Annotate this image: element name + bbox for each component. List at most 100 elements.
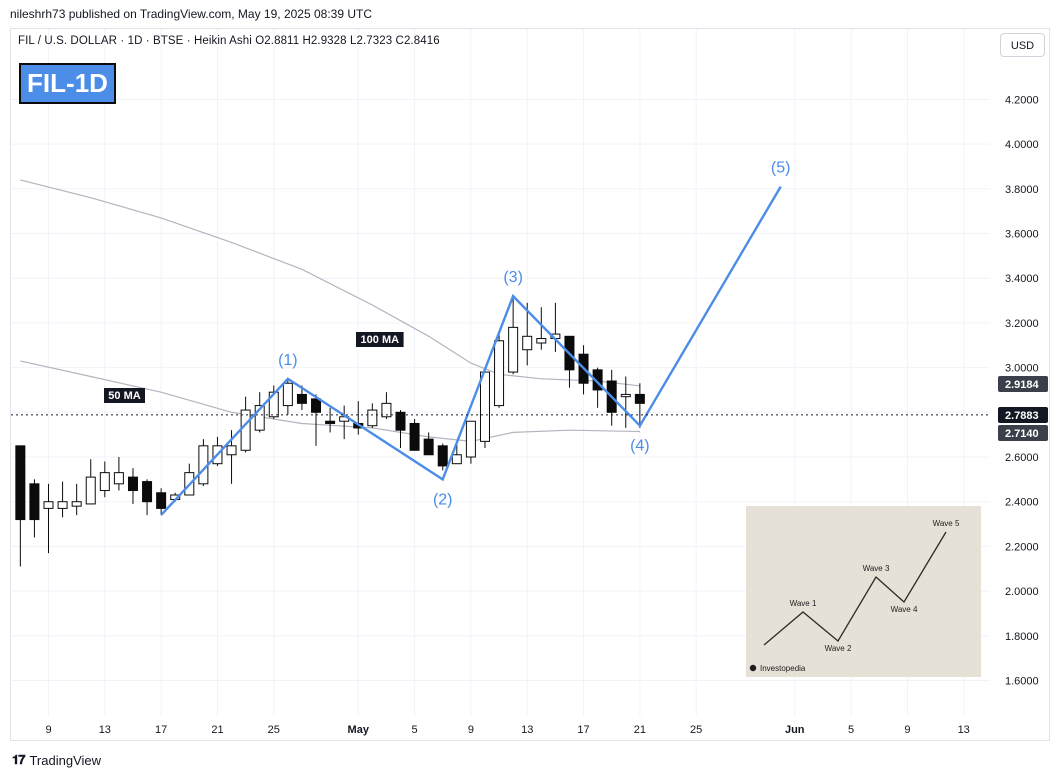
time-tick-label: 9	[468, 724, 474, 736]
candle-body	[437, 445, 448, 467]
inset-wave-label: Wave 4	[891, 605, 918, 614]
chart-title-badge: FIL-1D	[19, 63, 116, 104]
candle-body	[156, 492, 167, 509]
tradingview-logo-icon: 𝟏𝟕	[12, 752, 26, 767]
price-tick-label: 2.0000	[1005, 586, 1039, 598]
publisher-line: nileshrh73 published on TradingView.com,…	[10, 7, 372, 21]
candle-body	[127, 476, 138, 492]
time-tick-label: 17	[155, 724, 167, 736]
candle-body	[311, 398, 322, 413]
candle-body	[395, 411, 406, 431]
price-tag: 2.7140	[1005, 428, 1039, 440]
investopedia-logo-icon	[749, 664, 757, 672]
price-tick-label: 3.0000	[1005, 363, 1039, 375]
moving-average-line	[20, 179, 640, 387]
elliott-inset: Wave 1 Wave 2 Wave 3 Wave 4 Wave 5 Investoped…	[746, 506, 981, 677]
candle-body	[325, 420, 336, 424]
time-tick-label: 13	[958, 724, 970, 736]
inset-wave-label: Wave 1	[790, 599, 817, 608]
candle-body	[226, 445, 237, 456]
time-tick-label: 13	[99, 724, 111, 736]
price-tick-label: 1.6000	[1005, 676, 1039, 688]
candle-body	[99, 472, 110, 492]
time-tick-label: 21	[634, 724, 646, 736]
ma-label: 50 MA	[108, 390, 140, 402]
time-tick-label: May	[348, 724, 370, 736]
time-tick-label: 25	[690, 724, 702, 736]
price-tag-background	[998, 376, 1048, 392]
time-tick-label: 13	[521, 724, 533, 736]
price-tag: 2.9184	[1005, 379, 1040, 391]
candle-body	[423, 438, 434, 456]
ma-label-background	[104, 388, 145, 403]
chart-frame	[10, 28, 1050, 741]
candle-body	[465, 420, 476, 458]
price-tag: 2.7883	[1005, 410, 1039, 422]
inset-wave-line	[763, 531, 947, 646]
time-tick-label: 5	[848, 724, 854, 736]
price-tick-label: 1.8000	[1005, 631, 1039, 643]
price-tick-label: 3.2000	[1005, 318, 1039, 330]
candle-body	[592, 369, 603, 391]
price-tick-label: 4.0000	[1005, 139, 1039, 151]
candle-body	[409, 422, 420, 451]
inset-wave-label: Wave 5	[933, 519, 960, 528]
price-tick-label: 3.4000	[1005, 273, 1039, 285]
candle-body	[522, 335, 533, 351]
candle-body	[113, 472, 124, 485]
wave-label: (4)	[630, 438, 650, 455]
price-tag-background	[998, 425, 1048, 441]
price-tick-label: 2.4000	[1005, 497, 1039, 509]
price-tick-label: 3.6000	[1005, 229, 1039, 241]
tradingview-footer[interactable]: 𝟏𝟕 TradingView	[12, 752, 101, 768]
currency-button[interactable]: USD	[1000, 33, 1045, 57]
grid-lines	[11, 29, 990, 716]
wave-label: (1)	[278, 352, 298, 369]
candle-body	[15, 445, 26, 521]
ma-label-background	[356, 332, 404, 347]
candle-body	[296, 393, 307, 404]
time-tick-label: 5	[412, 724, 418, 736]
inset-background	[746, 506, 981, 677]
candle-body	[71, 501, 82, 507]
symbol-legend: FIL / U.S. DOLLAR · 1D · BTSE · Heikin A…	[18, 35, 440, 47]
ma-label: 100 MA	[361, 334, 400, 346]
time-axis: 9 13 17 21 25 May 5 9 13 17 21 25 Jun 5 9 13	[45, 724, 969, 736]
price-tick-label: 2.6000	[1005, 452, 1039, 464]
price-tick-label: 3.8000	[1005, 184, 1039, 196]
candle-body	[268, 391, 279, 418]
time-tick-label: 17	[577, 724, 589, 736]
price-tick-label: 4.2000	[1005, 94, 1039, 106]
time-tick-label: 9	[45, 724, 51, 736]
price-tick-label: 2.2000	[1005, 541, 1039, 553]
candle-body	[142, 481, 153, 503]
ohlc-values: O2.8811 H2.9328 L2.7323 C2.8416	[255, 35, 440, 47]
time-tick-label: 21	[211, 724, 223, 736]
candle-body	[282, 382, 293, 407]
candle-body	[536, 338, 547, 344]
price-tag-background	[998, 407, 1048, 423]
candle-body	[634, 393, 645, 404]
wave-label: (3)	[503, 269, 523, 286]
candle-body	[381, 402, 392, 418]
time-tick-label: 9	[904, 724, 910, 736]
candle-body	[479, 371, 490, 442]
time-tick-label: Jun	[785, 724, 805, 736]
price-axis: 1.60001.80002.00002.20002.40002.60002.80…	[998, 94, 1048, 688]
inset-source: Investopedia	[760, 664, 806, 673]
candle-body	[85, 476, 96, 505]
candle-body	[254, 405, 265, 431]
brand-label: TradingView	[29, 752, 102, 768]
moving-averages: 100 MA 50 MA	[20, 179, 640, 443]
wave-count-line	[160, 185, 782, 516]
symbol-info: FIL / U.S. DOLLAR · 1D · BTSE · Heikin A…	[18, 35, 252, 47]
candle-body	[240, 409, 251, 451]
candle-body	[620, 393, 631, 398]
candle-body	[451, 454, 462, 465]
wave-label: (5)	[771, 160, 791, 177]
elliott-wave: (1) (2) (3) (4) (5)	[160, 160, 791, 516]
candle-body	[367, 409, 378, 427]
inset-wave-label: Wave 3	[863, 564, 890, 573]
candle-body	[494, 340, 505, 407]
